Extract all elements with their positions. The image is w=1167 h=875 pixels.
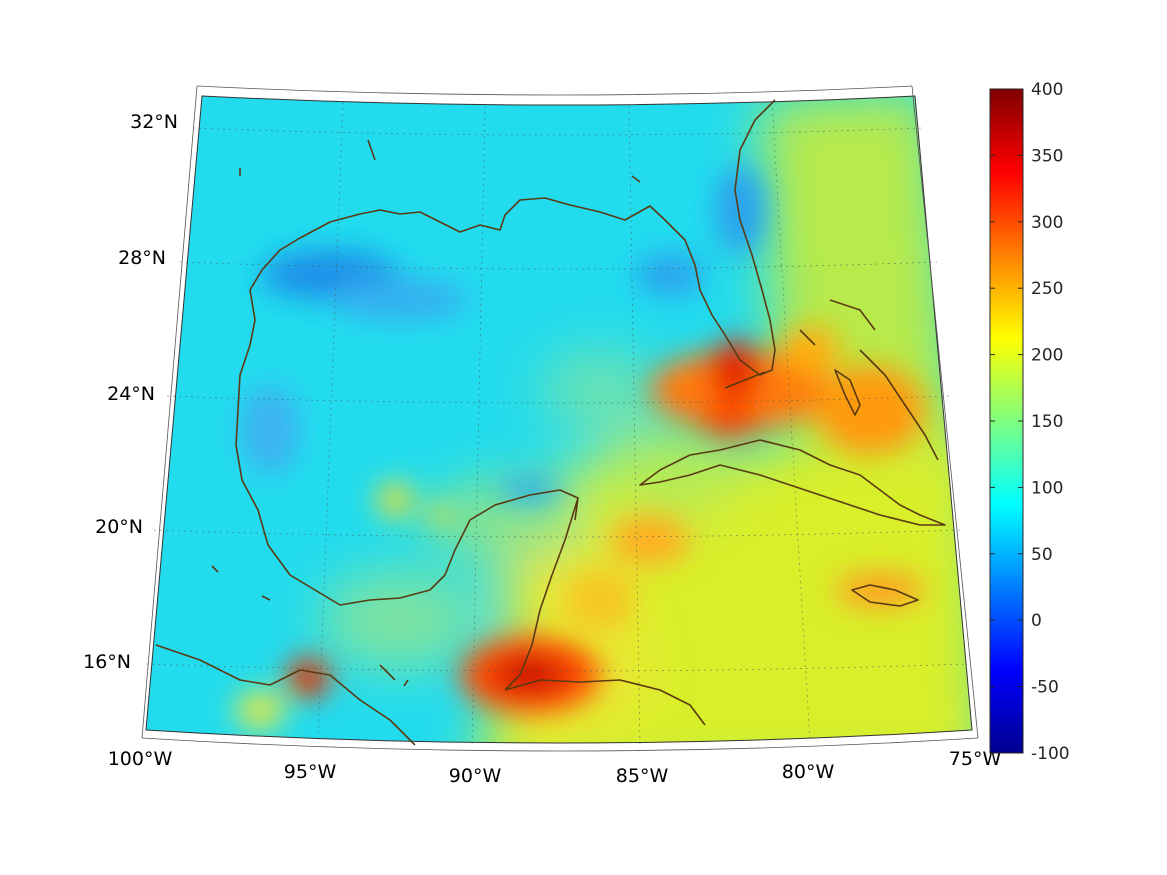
colorbar-tick-label: 150	[1031, 412, 1063, 432]
lat-tick-label: 16°N	[83, 651, 131, 673]
lon-tick-label: 85°W	[616, 765, 669, 787]
mexico-gulf-coast	[235, 289, 579, 606]
central-america-coast	[504, 679, 706, 726]
colorbar: 400 350 300 250 200 150 100 50 0 -50 -100	[989, 80, 1070, 764]
latitude-labels: 32°N 28°N 24°N 20°N 16°N	[83, 111, 178, 673]
colorbar-tick-label: 50	[1031, 545, 1053, 565]
colorbar-tick-label: -100	[1031, 744, 1070, 764]
colorbar-tick-label: 300	[1031, 213, 1063, 233]
colorbar-tick-label: 400	[1031, 80, 1063, 100]
colorbar-tick-label: 200	[1031, 346, 1063, 366]
map-frame	[141, 85, 979, 752]
florida-keys	[724, 371, 766, 389]
data-field	[146, 96, 972, 743]
bahamas-chain	[799, 299, 939, 461]
lon-tick-label: 75°W	[949, 748, 1002, 770]
lat-tick-label: 28°N	[118, 247, 166, 269]
lon-tick-label: 80°W	[782, 761, 835, 783]
coastlines	[155, 99, 946, 746]
colorbar-tick-label: 0	[1031, 611, 1042, 631]
longitude-labels: 100°W 95°W 90°W 85°W 80°W 75°W	[108, 748, 1002, 787]
cuba	[639, 439, 946, 526]
pacific-coast	[155, 644, 416, 746]
colorbar-tick-label: 350	[1031, 146, 1063, 166]
yucatan-east-coast	[504, 497, 579, 691]
gridlines	[145, 101, 969, 747]
lat-tick-label: 20°N	[95, 516, 143, 538]
lat-tick-label: 24°N	[107, 383, 155, 405]
jamaica	[851, 584, 919, 607]
colorbar-tick-label: 250	[1031, 279, 1063, 299]
colorbar-tick-label: 100	[1031, 478, 1063, 498]
lon-tick-label: 90°W	[449, 765, 502, 787]
us-gulf-coast	[249, 99, 776, 376]
bahamas-andros	[834, 369, 861, 416]
colorbar-tick-label: -50	[1031, 678, 1059, 698]
lon-tick-label: 100°W	[108, 748, 173, 770]
isolated-islands	[211, 139, 641, 687]
lat-tick-label: 32°N	[130, 111, 178, 133]
lon-tick-label: 95°W	[284, 761, 337, 783]
colorbar-ticks: 400 350 300 250 200 150 100 50 0 -50 -100	[990, 80, 1070, 764]
